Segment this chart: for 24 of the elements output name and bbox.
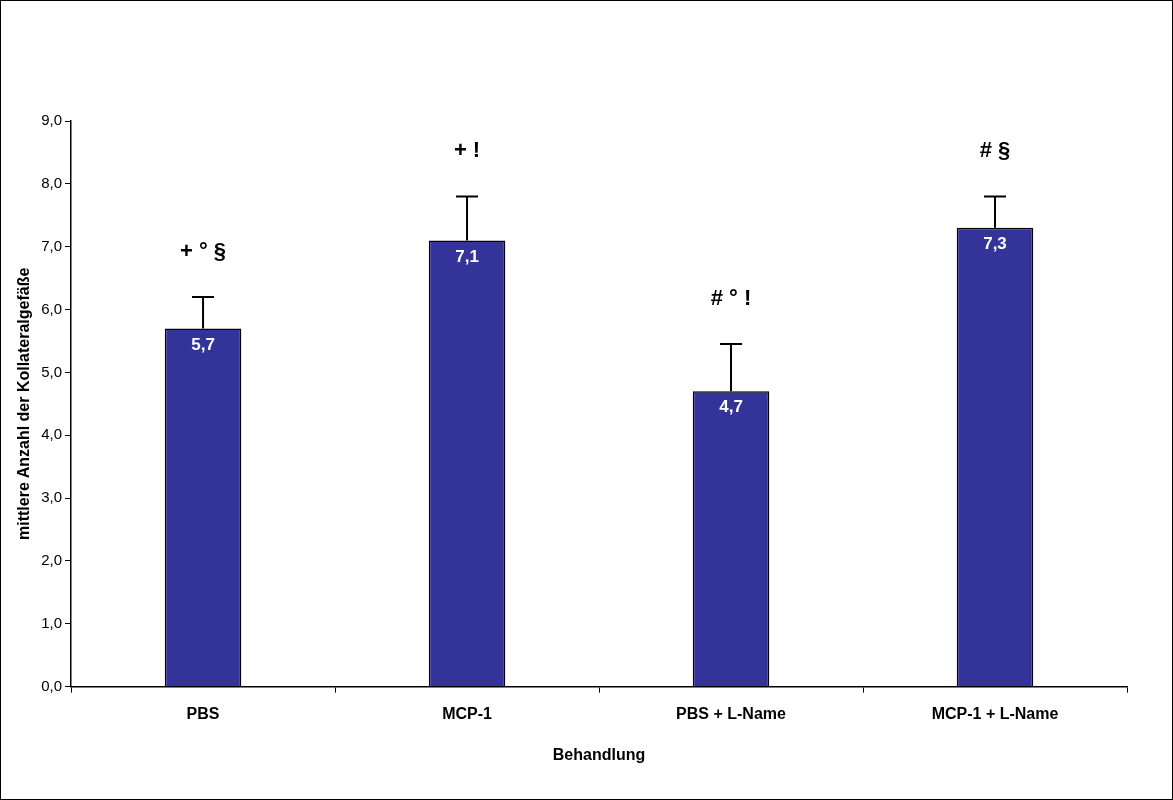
y-axis-title: mittlere Anzahl der Kollateralgefäße: [15, 267, 33, 540]
y-tick-label: 4,0: [41, 425, 63, 443]
data-label: 7,1: [455, 246, 479, 266]
annotation: # ° !: [710, 285, 752, 311]
x-tick-label: PBS + L-Name: [676, 704, 787, 722]
x-axis-title: Behandlung: [552, 745, 646, 763]
y-tick-label: 3,0: [41, 488, 63, 506]
annotation: # §: [979, 137, 1011, 163]
annotation: + !: [453, 137, 481, 163]
x-tick-label: PBS: [186, 704, 220, 722]
y-tick-label: 9,0: [41, 111, 63, 129]
x-tick-label: MCP-1: [442, 704, 493, 722]
annotation: + ° §: [179, 238, 227, 264]
data-label: 4,7: [719, 397, 743, 417]
data-label: 7,3: [983, 234, 1007, 254]
y-tick-label: 1,0: [41, 613, 63, 631]
y-tick-label: 2,0: [41, 551, 63, 569]
y-tick-label: 6,0: [41, 299, 63, 317]
y-tick-label: 5,0: [41, 362, 63, 380]
data-label: 5,7: [191, 334, 215, 354]
y-tick-label: 0,0: [41, 676, 63, 694]
y-tick-label: 7,0: [41, 236, 63, 254]
x-tick-label: MCP-1 + L-Name: [931, 704, 1059, 722]
y-tick-label: 8,0: [41, 173, 63, 191]
